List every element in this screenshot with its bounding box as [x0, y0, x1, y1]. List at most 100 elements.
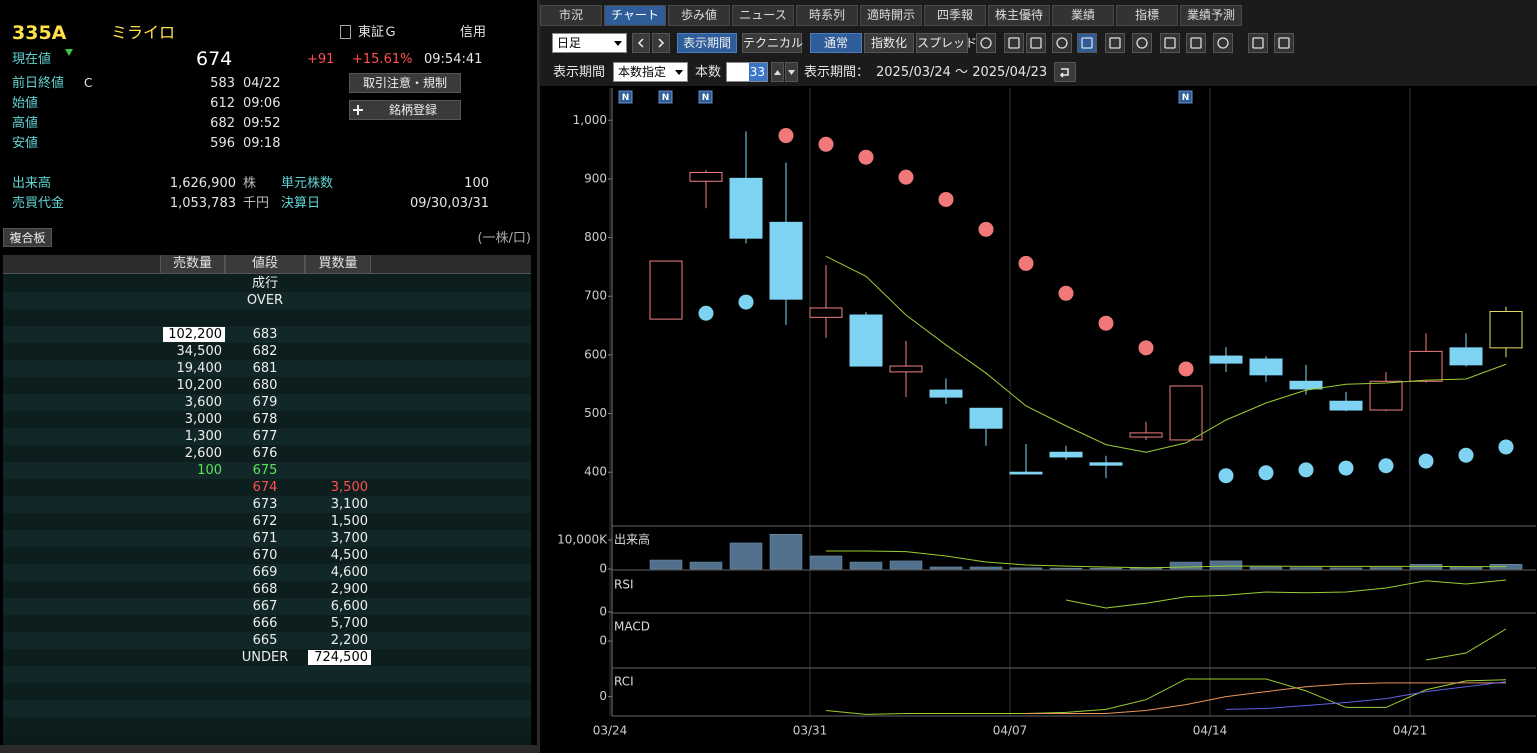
stat-label: 売買代金	[12, 196, 65, 211]
price: UNDER	[241, 650, 289, 665]
icon-button[interactable]	[1186, 33, 1206, 53]
sell-qty: 3,600	[184, 395, 222, 410]
candle-body	[929, 389, 963, 398]
stat-unit: 千円	[243, 196, 270, 211]
price: 674	[252, 480, 278, 495]
book-row	[3, 530, 531, 547]
buy-qty: 4,500	[330, 548, 368, 563]
book-row	[3, 326, 531, 343]
tool-icon	[980, 37, 992, 49]
y-tick-label: 0	[599, 605, 607, 619]
icon-button[interactable]	[1026, 33, 1046, 53]
sar-dot	[1218, 468, 1234, 484]
stat-value: 1,053,783	[169, 196, 236, 211]
price: OVER	[246, 293, 284, 308]
price: 668	[252, 582, 278, 597]
register-button[interactable]: 銘柄登録	[349, 100, 461, 120]
candle-body	[969, 407, 1003, 429]
news-label: N	[662, 93, 670, 103]
tool-button[interactable]: スプレッド	[916, 33, 977, 53]
volume-bar	[1329, 567, 1363, 570]
spin-button[interactable]	[771, 62, 784, 82]
buy-qty: 3,100	[330, 497, 368, 512]
margin: 信用	[460, 25, 487, 40]
tab[interactable]: 業績予測	[1180, 5, 1242, 26]
tool-icon	[1164, 37, 1176, 49]
sell-qty: 100	[197, 463, 222, 478]
icon-button[interactable]	[1132, 33, 1152, 53]
tab[interactable]: 歩み値	[668, 5, 730, 26]
prev-button[interactable]	[632, 33, 650, 53]
news-label: N	[702, 93, 710, 103]
tab[interactable]: 株主優待	[988, 5, 1050, 26]
tab[interactable]: 市況	[540, 5, 602, 26]
tool-button[interactable]: 通常	[810, 33, 862, 53]
indicator-line	[1026, 682, 1506, 715]
icon-button[interactable]	[1105, 33, 1125, 53]
tool-button[interactable]: 指数化	[864, 33, 914, 53]
price: 680	[252, 378, 278, 393]
spin-button[interactable]	[785, 62, 798, 82]
tool-button[interactable]: 表示期間	[677, 33, 737, 53]
tab[interactable]: 適時開示	[860, 5, 922, 26]
tool-icon	[1136, 37, 1148, 49]
board-button[interactable]: 複合板	[3, 228, 52, 247]
doc-icon[interactable]	[340, 25, 351, 39]
row-time: 04/22	[243, 76, 281, 91]
icon-button[interactable]	[1052, 33, 1072, 53]
book-row	[3, 666, 531, 683]
candle-body	[1129, 432, 1163, 438]
range-label: 表示期間：	[804, 65, 870, 80]
book-row	[3, 479, 531, 496]
book-row	[3, 292, 531, 309]
tab[interactable]: 四季報	[924, 5, 986, 26]
tab[interactable]: 指標	[1116, 5, 1178, 26]
tool-icon	[1008, 37, 1020, 49]
icon-button[interactable]	[1274, 33, 1294, 53]
stat-value: 100	[464, 176, 489, 191]
price: 676	[252, 446, 278, 461]
price: 665	[252, 633, 278, 648]
candle-body	[649, 260, 683, 320]
price: 669	[252, 565, 278, 580]
book-row	[3, 377, 531, 394]
icon-button[interactable]	[1004, 33, 1024, 53]
indicator-line	[1425, 628, 1507, 661]
period-select[interactable]: 本数指定	[613, 62, 688, 82]
caution-button[interactable]: 取引注意・規制	[349, 73, 461, 93]
book-row	[3, 717, 531, 734]
reset-button[interactable]	[1054, 62, 1076, 82]
row-flag: C	[84, 76, 93, 90]
candle-body	[1249, 358, 1283, 376]
icon-button[interactable]	[1213, 33, 1233, 53]
row-time: 09:52	[243, 116, 281, 131]
candle-body	[849, 314, 883, 367]
icon-button[interactable]	[1077, 33, 1097, 53]
next-button[interactable]	[652, 33, 670, 53]
icon-button[interactable]	[1160, 33, 1180, 53]
tab[interactable]: チャート	[604, 5, 666, 26]
tool-button[interactable]: テクニカル	[742, 33, 803, 53]
volume-bar	[689, 561, 723, 570]
x-tick-label: 03/31	[793, 724, 828, 738]
book-row	[3, 275, 531, 292]
volume-bar	[1369, 567, 1403, 570]
sar-dot	[1178, 361, 1194, 377]
price: 681	[252, 361, 278, 376]
book-row	[3, 513, 531, 530]
tab[interactable]: 時系列	[796, 5, 858, 26]
row-label: 高値	[12, 116, 39, 131]
icon-button[interactable]	[1248, 33, 1268, 53]
tool-icon	[1190, 37, 1202, 49]
icon-button[interactable]	[976, 33, 996, 53]
row-label: 始値	[12, 96, 39, 111]
tab[interactable]: ニュース	[732, 5, 794, 26]
price: 675	[252, 463, 278, 478]
sell-qty: 3,000	[184, 412, 222, 427]
interval-select[interactable]: 日足	[552, 33, 627, 53]
current-price: 674	[196, 48, 233, 70]
book-row	[3, 462, 531, 479]
stock-code: 335A	[12, 22, 67, 44]
tab[interactable]: 業績	[1052, 5, 1114, 26]
count-input[interactable]: 33	[726, 62, 768, 82]
